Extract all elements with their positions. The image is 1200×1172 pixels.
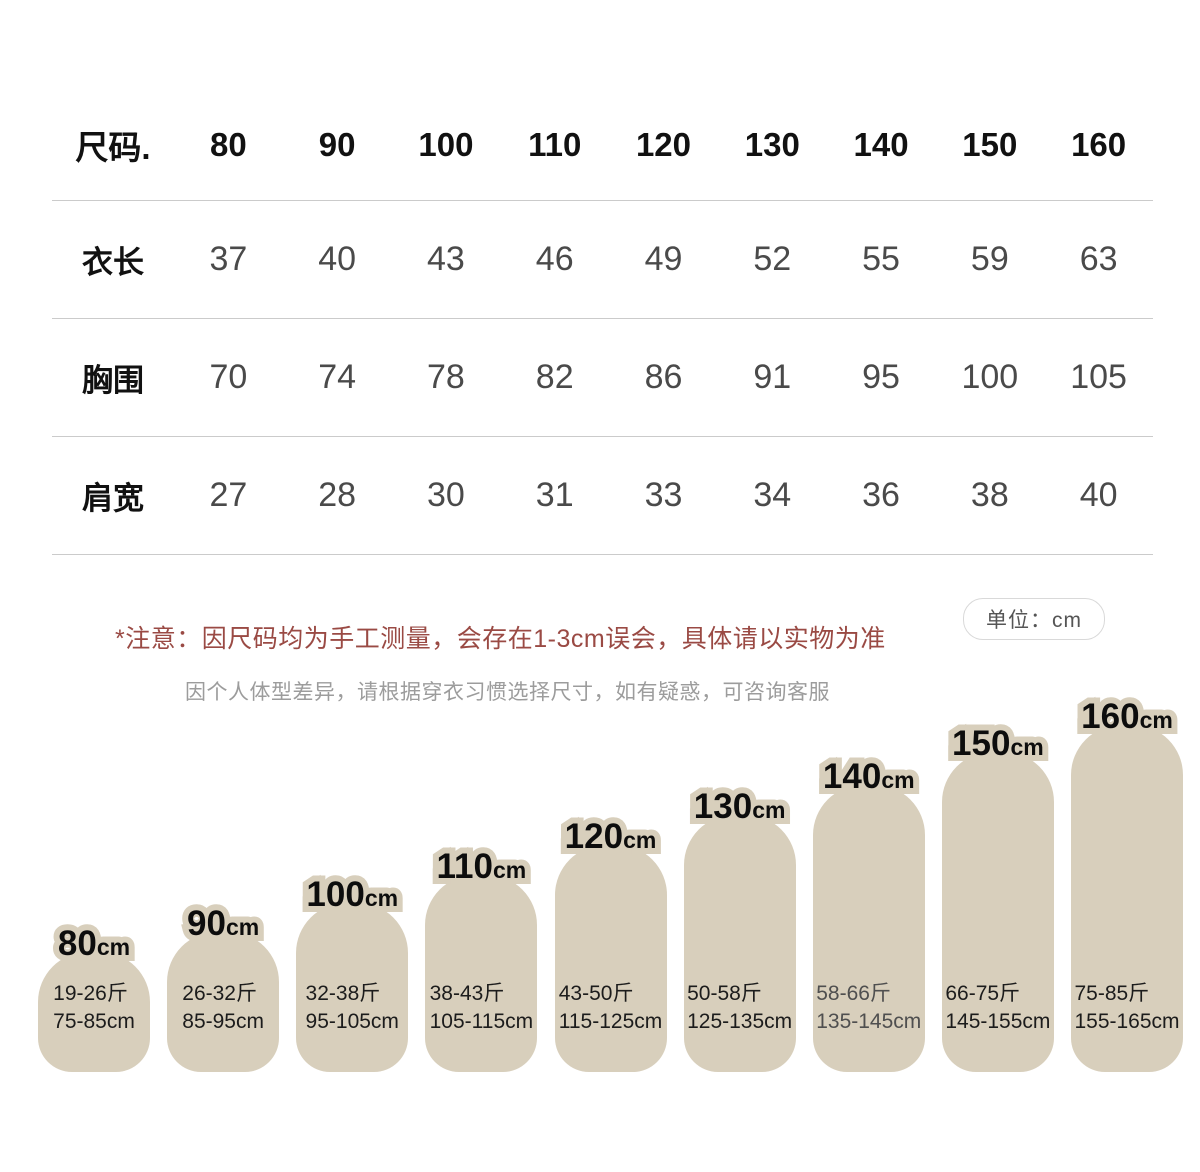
height-range: 95-105cm [305, 1010, 399, 1033]
height-range: 145-155cm [945, 1010, 1051, 1033]
cell-value: 52 [753, 240, 792, 278]
weight-range: 66-75斤 [945, 982, 1021, 1005]
weight-range: 50-58斤 [687, 982, 762, 1005]
size-bar-140cm: 140cm 140cm 58-66斤 135-145cm [812, 753, 925, 1072]
size-bar-150cm: 150cm 150cm 66-75斤 145-155cm [941, 720, 1054, 1072]
height-range: 75-85cm [53, 1010, 135, 1033]
bar-range-text: 43-50斤 115-125cm [555, 980, 667, 1036]
size-bar-130cm: 130cm 130cm 50-58斤 125-135cm [683, 783, 796, 1072]
cell-value: 28 [318, 476, 357, 514]
cell-value: 100 [961, 358, 1019, 396]
size-col-130: 130 [744, 126, 800, 163]
table-row-chest: 胸围 70 74 78 82 86 91 95 100 105 [52, 319, 1153, 437]
weight-range: 26-32斤 [182, 982, 257, 1005]
bar-range-text: 26-32斤 85-95cm [167, 980, 279, 1036]
size-col-160: 160 [1071, 126, 1127, 163]
size-bar-160cm: 160cm 160cm 75-85斤 155-165cm [1071, 693, 1183, 1072]
cell-value: 30 [427, 476, 465, 514]
weight-range: 75-85斤 [1074, 982, 1150, 1005]
bar-range-text: 58-66斤 135-145cm [813, 980, 925, 1036]
weight-range: 43-50斤 [558, 982, 634, 1005]
cell-value: 95 [862, 358, 900, 396]
size-col-140: 140 [853, 126, 909, 163]
bar-height-label: 140cm 140cm [817, 753, 921, 800]
cell-value: 59 [970, 240, 1009, 278]
cell-value: 105 [1070, 358, 1127, 396]
size-col-100: 100 [418, 126, 474, 163]
cell-value: 27 [209, 476, 248, 514]
bar-height-label: 90cm 90cm [181, 900, 265, 947]
size-bar-100cm: 100cm 100cm 32-38斤 95-105cm [296, 871, 409, 1072]
height-range: 105-115cm [429, 1010, 534, 1033]
cell-value: 55 [862, 240, 900, 278]
cell-value: 33 [644, 476, 683, 514]
cell-value: 74 [318, 358, 357, 396]
bar-height-label: 80cm 80cm [52, 920, 136, 967]
height-size-bar-chart: 80cm 80cm 19-26斤 75-85cm 90cm 90cm 26-32… [38, 693, 1183, 1072]
row-label: 胸围 [82, 363, 144, 398]
cell-value: 70 [209, 358, 248, 396]
bar-range-text: 32-38斤 95-105cm [296, 980, 408, 1036]
cell-value: 91 [753, 358, 792, 396]
size-table-header-row: 尺码. 80 90 100 110 120 130 140 150 160 [52, 90, 1153, 201]
cell-value: 78 [427, 358, 465, 396]
row-label: 肩宽 [82, 481, 144, 516]
bar-range-text: 75-85斤 155-165cm [1071, 980, 1183, 1036]
cell-value: 34 [753, 476, 792, 514]
table-row-shoulder: 肩宽 27 28 30 31 33 34 36 38 40 [52, 437, 1153, 555]
cell-value: 46 [535, 240, 574, 278]
bar-range-text: 19-26斤 75-85cm [38, 980, 150, 1036]
cell-value: 37 [209, 240, 248, 278]
height-range: 85-95cm [182, 1010, 264, 1033]
weight-range: 38-43斤 [429, 982, 505, 1005]
weight-range: 19-26斤 [53, 982, 128, 1005]
size-col-120: 120 [635, 126, 692, 163]
row-label: 衣长 [82, 245, 144, 280]
bar-height-label: 150cm 150cm [946, 720, 1050, 767]
cell-value: 82 [535, 358, 574, 396]
weight-range: 32-38斤 [305, 982, 381, 1005]
cell-value: 49 [644, 240, 683, 278]
height-range: 125-135cm [687, 1010, 793, 1033]
table-row-garment-length: 衣长 37 40 43 46 49 52 55 59 63 [52, 201, 1153, 319]
unit-badge: 单位：cm [963, 598, 1105, 640]
size-bar-120cm: 120cm 120cm 43-50斤 115-125cm [554, 813, 667, 1072]
bar-height-label: 100cm 100cm [300, 871, 404, 918]
size-bar-90cm: 90cm 90cm 26-32斤 85-95cm [167, 900, 280, 1072]
size-header-label: 尺码. [75, 129, 151, 166]
bar-range-text: 50-58斤 125-135cm [684, 980, 796, 1036]
bar-range-text: 38-43斤 105-115cm [425, 980, 537, 1036]
height-range: 135-145cm [816, 1010, 922, 1033]
cell-value: 43 [427, 240, 465, 278]
cell-value: 63 [1079, 240, 1118, 278]
cell-value: 31 [535, 476, 574, 514]
cell-value: 38 [970, 476, 1009, 514]
cell-value: 40 [1079, 476, 1118, 514]
bar-height-label: 110cm 110cm [430, 843, 532, 890]
size-col-150: 150 [962, 126, 1018, 163]
height-range: 155-165cm [1074, 1010, 1180, 1033]
bar-height-label: 160cm 160cm [1075, 693, 1179, 740]
size-bar-80cm: 80cm 80cm 19-26斤 75-85cm [38, 920, 150, 1072]
cell-value: 40 [318, 240, 357, 278]
bar-height-label: 120cm 120cm [559, 813, 663, 860]
bar-height-label: 130cm 130cm [688, 783, 792, 830]
height-range: 115-125cm [558, 1010, 663, 1033]
size-table: 尺码. 80 90 100 110 120 130 140 150 160 衣长… [52, 90, 1153, 555]
measurement-warning-text: *注意：因尺码均为手工测量，会存在1-3cm误会，具体请以实物为准 [115, 625, 886, 653]
bar-range-text: 66-75斤 145-155cm [942, 980, 1054, 1036]
size-col-80: 80 [210, 126, 247, 163]
weight-range: 58-66斤 [816, 982, 891, 1005]
fit-tip-text: 因个人体型差异，请根据穿衣习惯选择尺寸，如有疑惑，可咨询客服 [185, 681, 830, 704]
size-col-90: 90 [318, 126, 356, 163]
size-bar-110cm: 110cm 110cm 38-43斤 105-115cm [425, 843, 538, 1072]
size-col-110: 110 [528, 126, 582, 163]
cell-value: 86 [644, 358, 683, 396]
cell-value: 36 [862, 476, 900, 514]
